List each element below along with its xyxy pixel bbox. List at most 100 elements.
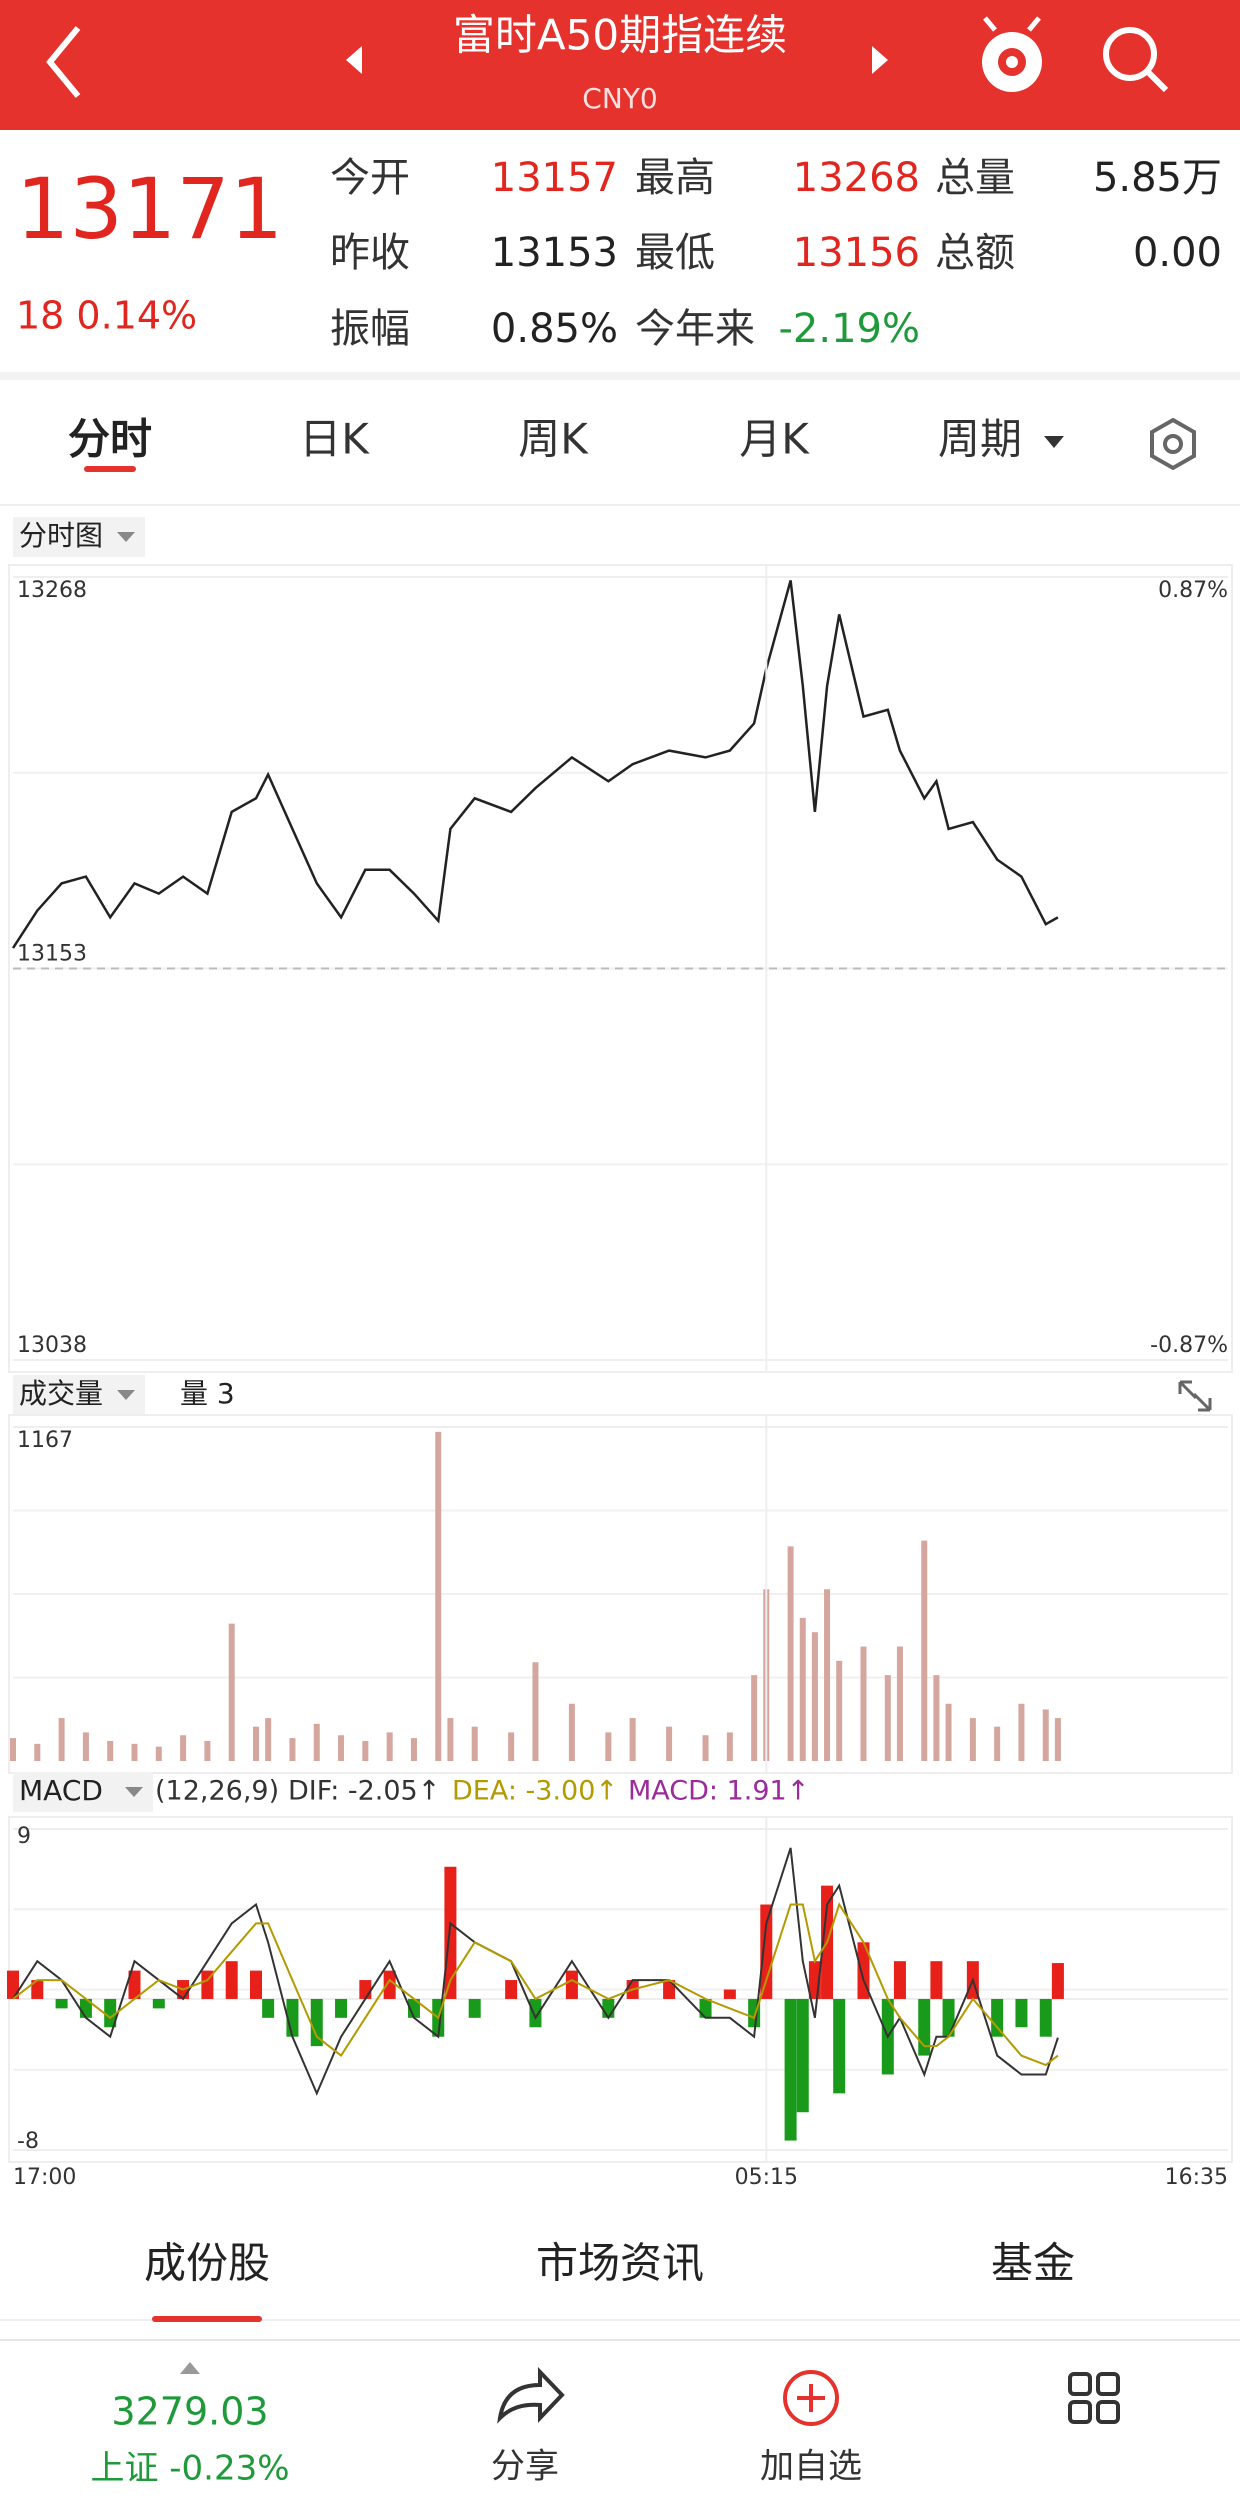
volume-bar bbox=[568, 1703, 575, 1761]
bottom-tab[interactable]: 成份股 bbox=[144, 2239, 270, 2288]
back-button[interactable] bbox=[46, 26, 81, 98]
macd-bar bbox=[833, 1998, 846, 2094]
macd-bar bbox=[1039, 1998, 1052, 2037]
bottom-tabs: 成份股 市场资讯 基金 bbox=[144, 2239, 1075, 2288]
volume-bar bbox=[471, 1726, 478, 1761]
y-tick-label: 9 bbox=[17, 1824, 31, 1849]
macd-bar bbox=[444, 1866, 457, 1999]
volume-bar bbox=[860, 1646, 867, 1761]
macd-bar bbox=[663, 1980, 676, 1999]
share-label[interactable]: 分享 bbox=[491, 2447, 559, 2487]
field-label: 振幅 bbox=[330, 306, 410, 352]
macd-line bbox=[12, 1847, 1059, 2096]
dropdown-label[interactable]: MACD bbox=[19, 1774, 103, 1807]
share-icon[interactable] bbox=[497, 2367, 565, 2424]
charts: 分时图 13268 13153 13038 0.87% -0.87% 成交量 量 3 1167 M… bbox=[7, 517, 1233, 2190]
macd-bar bbox=[991, 1998, 1004, 2037]
volume-bar bbox=[532, 1662, 539, 1761]
macd-bar bbox=[225, 1961, 238, 1999]
volume-bar bbox=[386, 1732, 393, 1761]
period-caret bbox=[1044, 436, 1064, 448]
macd-bar bbox=[796, 1998, 809, 2113]
tab[interactable]: 周期 bbox=[938, 415, 1022, 464]
macd-bar bbox=[152, 1998, 165, 2009]
add-icon[interactable] bbox=[783, 2370, 839, 2426]
macd-bar bbox=[893, 1961, 906, 1999]
volume-bar bbox=[1042, 1709, 1049, 1761]
separator bbox=[0, 372, 1240, 380]
macd-bar bbox=[104, 1998, 117, 2028]
dropdown-caret bbox=[117, 532, 135, 542]
macd-bar bbox=[128, 1970, 141, 1999]
tab[interactable]: 日K bbox=[299, 415, 370, 464]
change: 18 0.14% bbox=[16, 294, 197, 338]
macd-bar bbox=[250, 1970, 262, 1999]
macd-bar bbox=[468, 1998, 481, 2018]
volume-sublabel: 量 3 bbox=[180, 1377, 235, 1410]
prev-button[interactable] bbox=[346, 46, 362, 74]
volume-bar bbox=[435, 1431, 442, 1761]
volume-bar bbox=[666, 1726, 673, 1761]
next-button[interactable] bbox=[872, 46, 888, 74]
y-tick-label: 1167 bbox=[17, 1428, 73, 1453]
dropdown-label[interactable]: 分时图 bbox=[19, 519, 103, 552]
tab[interactable]: 月K bbox=[739, 415, 810, 464]
tab[interactable]: 分时 bbox=[68, 415, 152, 464]
macd-params: (12,26,9) bbox=[155, 1776, 279, 1807]
y-tick-label: 13038 bbox=[17, 1333, 87, 1358]
macd-bar bbox=[31, 1980, 44, 1999]
tab[interactable]: 周K bbox=[518, 415, 589, 464]
macd-bar bbox=[565, 1970, 578, 1999]
volume-bar bbox=[253, 1726, 259, 1761]
macd-bar bbox=[699, 1998, 712, 2018]
settings-icon[interactable] bbox=[1150, 417, 1196, 471]
volume-bar bbox=[313, 1723, 320, 1761]
index-value: 3279.03 bbox=[111, 2390, 268, 2434]
volume-bar bbox=[969, 1718, 976, 1761]
expand-icon[interactable] bbox=[1178, 1380, 1212, 1412]
add-label[interactable]: 加自选 bbox=[760, 2447, 862, 2487]
dropdown-label[interactable]: 成交量 bbox=[19, 1377, 103, 1410]
field-value: 13268 bbox=[793, 155, 920, 201]
volume-bar bbox=[82, 1732, 89, 1761]
x-tick-label: 16:35 bbox=[1165, 2165, 1228, 2190]
volume-bar bbox=[921, 1540, 928, 1761]
volume-bar bbox=[605, 1732, 612, 1761]
field-value: 13157 bbox=[491, 155, 618, 201]
y-tick-label: 13153 bbox=[17, 942, 87, 967]
field-label: 昨收 bbox=[330, 230, 410, 276]
y-tick-label: -8 bbox=[17, 2129, 39, 2154]
bottom-tab[interactable]: 市场资讯 bbox=[536, 2239, 704, 2288]
tabs: 分时 日K 周K 月K 周期 bbox=[68, 415, 1022, 464]
code: CNY0 bbox=[582, 82, 657, 115]
volume-bar bbox=[155, 1746, 162, 1761]
menu-icon[interactable] bbox=[1068, 2372, 1120, 2424]
volume-bar bbox=[629, 1718, 636, 1761]
y2-tick-label: 0.87% bbox=[1158, 578, 1228, 603]
macd-bar bbox=[383, 1970, 396, 1999]
field-label: 今年来 bbox=[635, 306, 755, 352]
volume-bar bbox=[702, 1735, 709, 1761]
volume-bar bbox=[811, 1632, 818, 1761]
volume-bar bbox=[58, 1718, 65, 1761]
macd-bar bbox=[262, 1998, 275, 2018]
macd-bar bbox=[760, 1904, 773, 1999]
volume-bar bbox=[824, 1589, 831, 1761]
y-tick-label: 13268 bbox=[17, 578, 87, 603]
price-line bbox=[11, 580, 1059, 949]
bottom-tab[interactable]: 基金 bbox=[991, 2239, 1075, 2288]
mascot-icon[interactable] bbox=[982, 16, 1042, 92]
legend-entry: DEA: -3.00↑ bbox=[452, 1776, 618, 1807]
volume-bar bbox=[799, 1617, 806, 1761]
volume-bar bbox=[228, 1623, 235, 1761]
macd-bar bbox=[1051, 1963, 1064, 1999]
field-value: 5.85万 bbox=[1093, 155, 1222, 201]
x-tick-label: 05:15 bbox=[735, 2165, 798, 2190]
macd-bar bbox=[505, 1980, 518, 1999]
search-icon[interactable] bbox=[1103, 27, 1169, 93]
field-label: 总额 bbox=[935, 230, 1015, 276]
volume-bar bbox=[896, 1646, 903, 1761]
volume-bar bbox=[787, 1546, 794, 1761]
